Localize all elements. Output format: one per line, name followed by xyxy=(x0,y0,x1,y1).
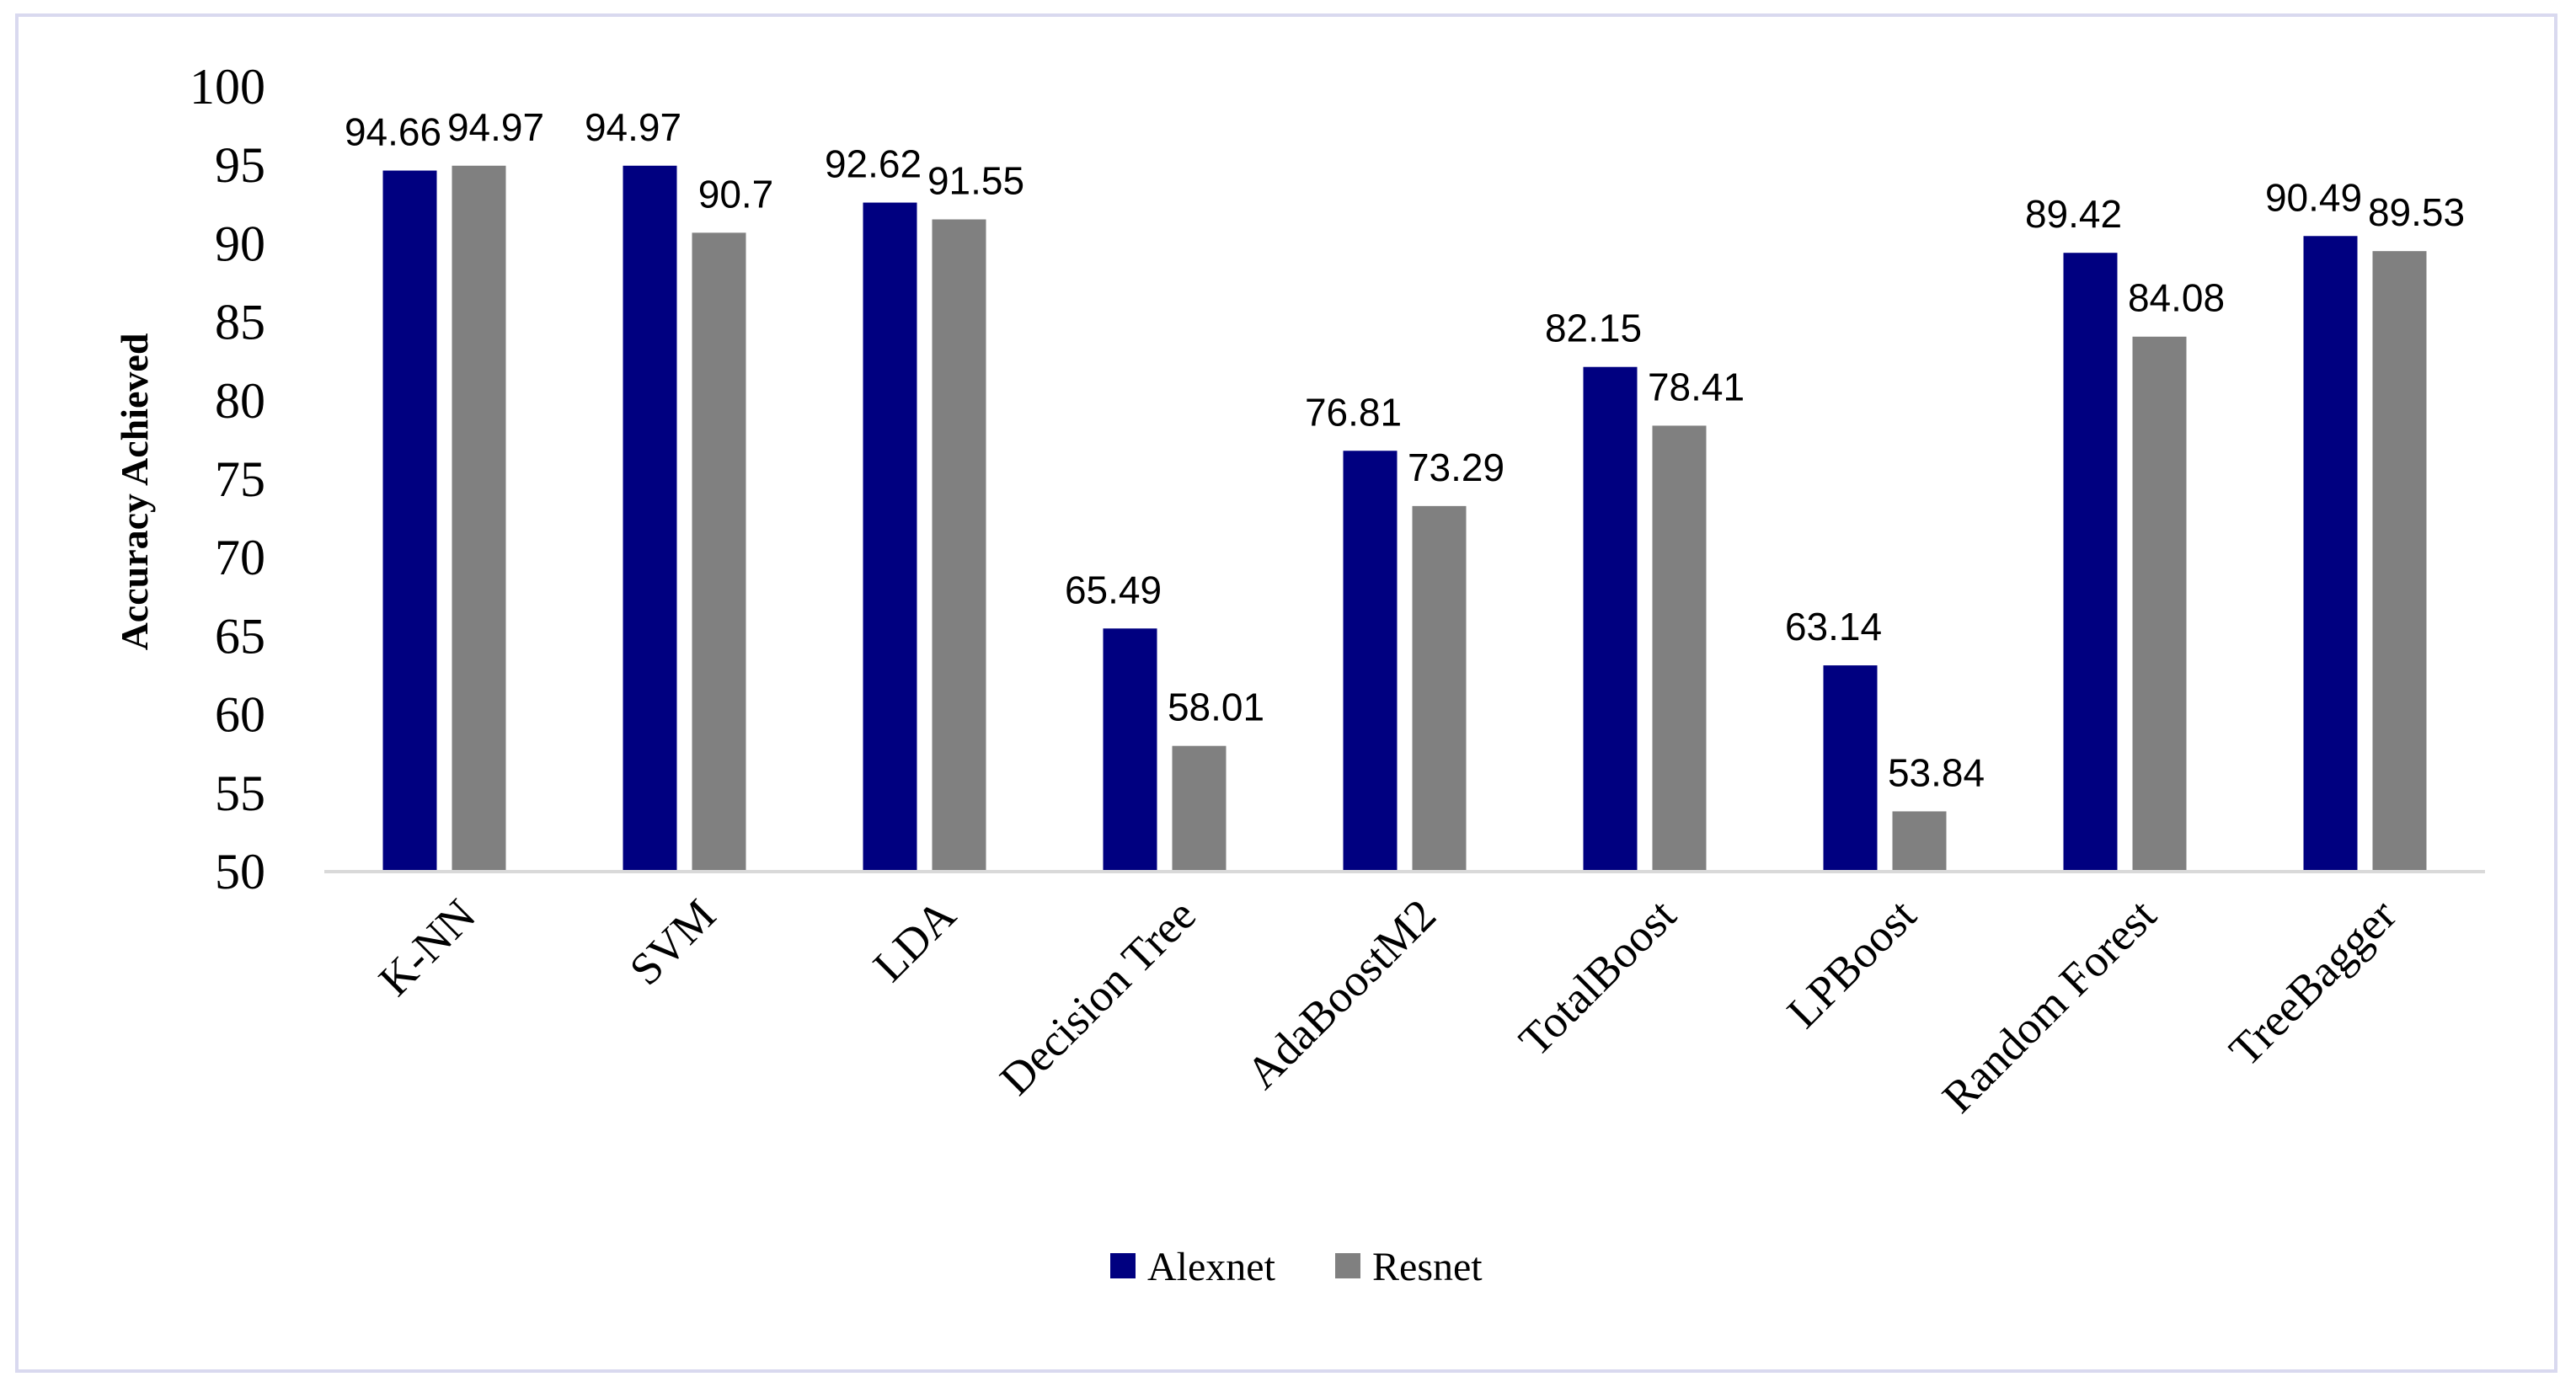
data-label-alexnet: 76.81 xyxy=(1305,390,1402,434)
bar-resnet xyxy=(692,232,746,872)
bar-alexnet xyxy=(623,165,677,872)
bar-resnet xyxy=(1892,811,1947,872)
bar-resnet xyxy=(932,219,986,872)
bar-alexnet xyxy=(1583,366,1638,872)
data-label-alexnet: 82.15 xyxy=(1545,307,1642,350)
data-label-resnet: 53.84 xyxy=(1888,750,1985,794)
data-label-resnet: 94.97 xyxy=(447,105,544,149)
data-label-alexnet: 90.49 xyxy=(2265,175,2362,219)
data-label-alexnet: 65.49 xyxy=(1065,568,1162,611)
data-label-alexnet: 94.66 xyxy=(345,110,441,154)
y-axis-ticks: 50 55 60 65 70 75 80 85 90 95 100 xyxy=(190,59,265,899)
bars xyxy=(382,165,2427,872)
bar-resnet xyxy=(1172,745,1227,872)
y-tick-label: 50 xyxy=(215,844,265,899)
data-label-resnet: 58.01 xyxy=(1168,686,1264,729)
legend-swatch-resnet xyxy=(1335,1253,1360,1278)
y-tick-label: 80 xyxy=(215,373,265,429)
data-label-alexnet: 89.42 xyxy=(2025,192,2122,236)
x-category-label: SVM xyxy=(620,889,725,995)
y-tick-label: 65 xyxy=(215,608,265,664)
x-category-label: K-NN xyxy=(369,889,485,1006)
x-category-label: LDA xyxy=(863,889,965,991)
data-label-resnet: 84.08 xyxy=(2128,276,2225,320)
x-axis-categories: K-NN SVM LDA Decision Tree AdaBoostM2 TotalBo… xyxy=(369,889,2406,1123)
data-label-resnet: 78.41 xyxy=(1648,365,1745,408)
y-tick-label: 95 xyxy=(215,137,265,193)
bar-alexnet xyxy=(1823,665,1878,872)
bar-alexnet xyxy=(1343,451,1398,872)
y-tick-label: 90 xyxy=(215,216,265,271)
legend-label-resnet: Resnet xyxy=(1372,1245,1483,1289)
y-axis-label: Accuracy Achieved xyxy=(113,333,156,650)
bar-resnet xyxy=(2132,336,2187,872)
x-category-label: AdaBoostM2 xyxy=(1237,889,1446,1098)
bar-resnet xyxy=(1412,505,1467,872)
bar-alexnet xyxy=(1103,628,1157,872)
bar-resnet xyxy=(1652,425,1707,872)
data-label-alexnet: 92.62 xyxy=(825,142,922,186)
y-tick-label: 55 xyxy=(215,766,265,821)
x-category-label: LPBoost xyxy=(1777,889,1926,1038)
legend: Alexnet Resnet xyxy=(1110,1245,1483,1289)
x-category-label: TotalBoost xyxy=(1510,889,1686,1065)
bar-resnet xyxy=(452,165,506,872)
bar-resnet xyxy=(2372,251,2427,872)
x-category-label: TreeBagger xyxy=(2220,889,2406,1075)
y-tick-label: 70 xyxy=(215,530,265,585)
data-label-alexnet: 63.14 xyxy=(1785,605,1882,648)
x-category-label: Decision Tree xyxy=(990,889,1205,1105)
y-tick-label: 85 xyxy=(215,295,265,350)
data-label-resnet: 73.29 xyxy=(1408,446,1504,489)
bar-alexnet xyxy=(863,202,917,872)
y-tick-label: 60 xyxy=(215,687,265,743)
data-label-resnet: 89.53 xyxy=(2368,190,2465,234)
y-tick-label: 100 xyxy=(190,59,265,115)
bar-alexnet xyxy=(2303,236,2358,872)
legend-swatch-alexnet xyxy=(1110,1253,1136,1278)
x-category-label: Random Forest xyxy=(1932,889,2166,1123)
legend-label-alexnet: Alexnet xyxy=(1147,1245,1276,1289)
data-label-resnet: 90.7 xyxy=(698,172,774,216)
bar-alexnet xyxy=(382,170,437,872)
data-label-alexnet: 94.97 xyxy=(585,105,681,149)
data-label-resnet: 91.55 xyxy=(927,159,1024,203)
bar-alexnet xyxy=(2063,253,2118,872)
y-tick-label: 75 xyxy=(215,451,265,507)
